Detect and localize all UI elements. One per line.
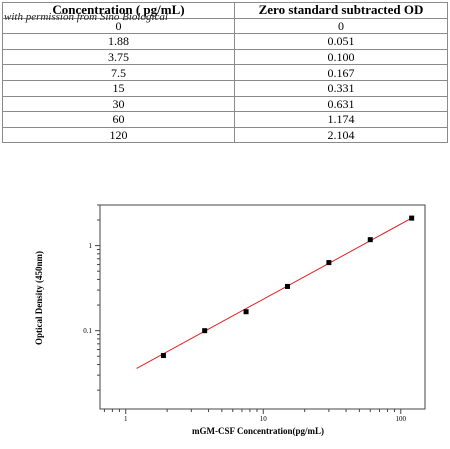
- header-concentration-label: Concentration ( pg/mL): [52, 2, 185, 18]
- data-point: [202, 328, 208, 334]
- od-cell: 0: [234, 17, 448, 35]
- table-row: 60 1.174: [2, 111, 448, 128]
- od-cell: 1.174: [234, 111, 448, 128]
- table-row: 30 0.631: [2, 95, 448, 113]
- concentration-cell: 7.5: [2, 64, 235, 81]
- y-axis-ticks: 0.11: [83, 204, 100, 391]
- table-header-row: Concentration ( pg/mL) with permission f…: [2, 2, 448, 23]
- od-cell: 2.104: [234, 126, 448, 144]
- concentration-cell: 1.88: [2, 33, 235, 50]
- header-concentration: Concentration ( pg/mL) with permission f…: [2, 2, 235, 23]
- concentration-cell: 3.75: [2, 48, 235, 66]
- y-axis-label: Optical Density (450nm): [34, 251, 44, 345]
- table-row: 120 2.104: [2, 126, 448, 144]
- y-tick-label: 0.1: [83, 327, 92, 335]
- concentration-cell: 120: [2, 126, 235, 144]
- od-cell: 0.100: [234, 48, 448, 66]
- concentration-cell: 15: [2, 79, 235, 97]
- x-tick-label: 100: [396, 415, 407, 423]
- table-row: 1.88 0.051: [2, 33, 448, 50]
- table-row: 3.75 0.100: [2, 48, 448, 66]
- data-point: [160, 353, 166, 359]
- table-body: 0 0 1.88 0.051 3.75 0.100 7.5 0.167 15 0.331 30 0.6…: [2, 17, 448, 144]
- header-od: Zero standard subtracted OD: [234, 2, 448, 19]
- fit-line: [136, 217, 412, 369]
- data-points: [160, 215, 415, 359]
- concentration-cell: 30: [2, 95, 235, 113]
- watermark-text: with permission from Sino Biological: [4, 11, 168, 23]
- table-row: 15 0.331: [2, 79, 448, 97]
- standard-curve-chart: 1 10 100 0.11 mGM-CSF Concentration(pg/mL)…: [34, 204, 426, 436]
- x-tick-label: 10: [260, 415, 268, 423]
- data-point: [243, 309, 249, 315]
- data-point: [409, 215, 415, 221]
- plot-frame: [99, 204, 426, 410]
- concentration-cell: 60: [2, 111, 235, 128]
- data-point: [367, 237, 373, 243]
- table-row: 7.5 0.167: [2, 64, 448, 81]
- y-tick-label: 1: [89, 242, 93, 250]
- x-axis-ticks: 1 10 100: [103, 409, 407, 423]
- x-tick-label: 1: [124, 415, 128, 423]
- od-cell: 0.631: [234, 95, 448, 113]
- od-cell: 0.167: [234, 64, 448, 81]
- standard-curve-table: Concentration ( pg/mL) with permission f…: [2, 2, 448, 144]
- data-point: [326, 260, 332, 266]
- x-axis-label: mGM-CSF Concentration(pg/mL): [192, 426, 324, 436]
- od-cell: 0.051: [234, 33, 448, 50]
- data-point: [284, 283, 290, 289]
- od-cell: 0.331: [234, 79, 448, 97]
